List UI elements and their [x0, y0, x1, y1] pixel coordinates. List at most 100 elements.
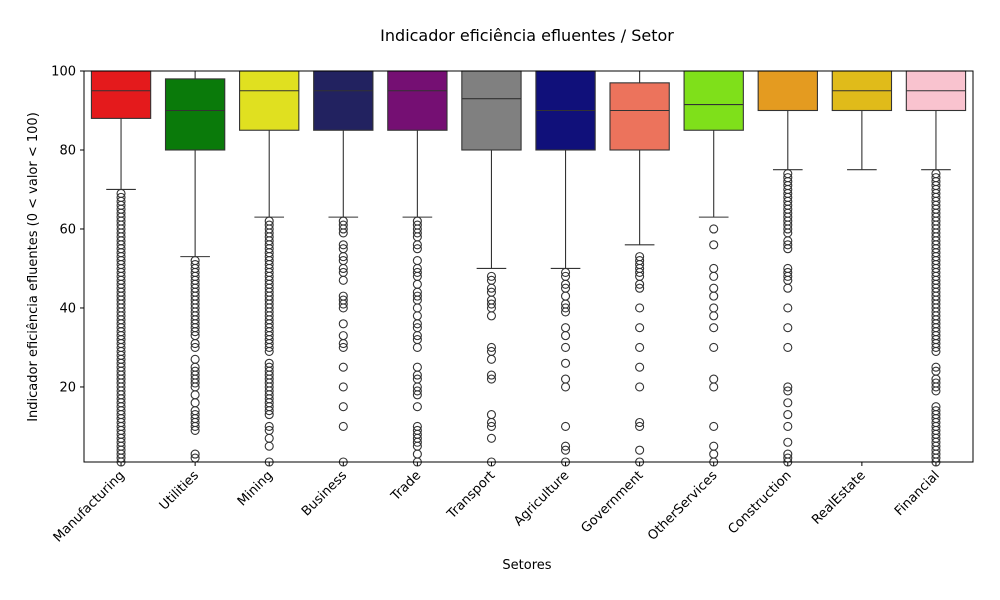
outlier-point [190, 449, 200, 459]
outlier-point [783, 421, 793, 432]
outlier-point [709, 382, 719, 392]
outlier-point [560, 445, 571, 455]
outlier-point [560, 331, 571, 341]
outlier-point [560, 279, 571, 289]
outlier-point [783, 386, 793, 396]
x-tick-label: Government [579, 468, 647, 536]
outlier-point [931, 362, 941, 372]
y-axis: 20 40 60 80 100 [51, 65, 84, 395]
y-tick-label: 100 [51, 65, 76, 80]
outlier-point [338, 252, 348, 262]
outlier-point [486, 374, 497, 384]
box-iqr [757, 70, 818, 112]
outlier-point [709, 342, 719, 353]
outlier-point [190, 354, 200, 364]
x-axis-title: Setores [502, 558, 551, 573]
outlier-point [412, 331, 422, 341]
outlier-point [338, 421, 348, 432]
outlier-point [264, 410, 274, 420]
chart-title: Indicador eficiência efluentes / Setor [380, 26, 674, 45]
x-tick-label: Transport [444, 468, 498, 522]
outlier-point [783, 323, 793, 333]
outlier-point [412, 449, 422, 459]
outlier-point [560, 441, 571, 451]
outlier-point [412, 319, 422, 329]
outlier-point [190, 390, 200, 400]
box-iqr [461, 70, 522, 151]
box-construction [757, 70, 818, 467]
box-utilities [164, 70, 226, 463]
x-tick-label: Mining [235, 468, 276, 509]
outlier-point [560, 323, 571, 333]
outlier-point [486, 433, 497, 443]
x-tick-label: Utilities [157, 468, 202, 513]
y-tick-label: 60 [59, 222, 76, 237]
box-agriculture [535, 70, 596, 467]
box-manufacturing [90, 70, 152, 467]
box-otherservices [683, 70, 744, 467]
outlier-point [783, 410, 793, 420]
outlier-point [783, 303, 793, 313]
outlier-point [931, 382, 941, 392]
outlier-point [709, 283, 719, 293]
outlier-point [486, 370, 497, 380]
outlier-point [338, 240, 348, 250]
outlier-point [560, 382, 571, 392]
outlier-point [560, 307, 571, 317]
outlier-point [931, 342, 941, 353]
outlier-point [412, 402, 422, 412]
outlier-point [635, 362, 645, 372]
outlier-point [560, 291, 571, 301]
outlier-point [560, 342, 571, 353]
axes-frame [83, 70, 974, 463]
outlier-point [709, 240, 719, 250]
outlier-point [635, 382, 645, 392]
outlier-point [709, 323, 719, 333]
outlier-point [412, 386, 422, 396]
outlier-point [338, 338, 348, 349]
box-mining [239, 70, 300, 467]
outlier-point [190, 378, 200, 388]
x-tick-label: Agriculture [511, 468, 572, 529]
outlier-point [264, 433, 274, 443]
outlier-point [783, 244, 793, 254]
outlier-point [412, 437, 422, 447]
outlier-point [338, 299, 348, 309]
outlier-point [412, 267, 422, 277]
x-tick-label: Construction [725, 468, 794, 537]
box-government [609, 70, 670, 467]
outlier-point [486, 299, 497, 309]
y-tick-label: 40 [59, 301, 76, 316]
outlier-point [190, 327, 200, 337]
outlier-point [338, 303, 348, 313]
outlier-point [412, 390, 422, 400]
outlier-point [635, 445, 645, 455]
outlier-point [486, 354, 497, 364]
outlier-point [412, 240, 422, 250]
box-iqr [683, 70, 744, 131]
outlier-point [709, 441, 719, 451]
outlier-point [709, 421, 719, 432]
outlier-point [709, 263, 719, 274]
outlier-point [190, 425, 200, 435]
outlier-point [635, 323, 645, 333]
x-axis: Manufacturing Utilities Mining Business Trad… [51, 462, 943, 545]
outlier-point [190, 398, 200, 408]
box-iqr [387, 70, 448, 131]
outlier-point [412, 370, 422, 380]
outlier-point [486, 283, 497, 293]
outlier-point [635, 421, 645, 432]
outlier-point [560, 421, 571, 432]
box-iqr [609, 82, 670, 151]
box-iqr [239, 70, 300, 131]
outlier-point [412, 291, 422, 301]
outlier-point [709, 271, 719, 281]
outlier-point [486, 421, 497, 432]
outlier-point [338, 275, 348, 285]
outlier-point [338, 362, 348, 372]
outlier-point [412, 279, 422, 289]
outlier-point [412, 362, 422, 372]
outlier-point [709, 291, 719, 301]
y-tick-label: 80 [59, 143, 76, 158]
